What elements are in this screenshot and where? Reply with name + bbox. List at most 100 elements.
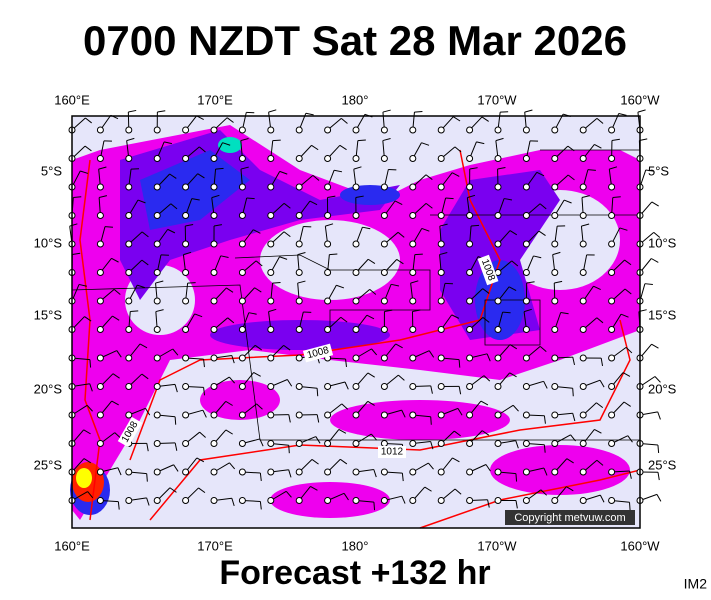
barb-feather — [410, 280, 419, 284]
barb-feather — [345, 358, 347, 368]
barb-feather — [367, 400, 375, 406]
barb-feather — [169, 173, 177, 179]
barb-feather — [382, 138, 391, 142]
barb-feather — [567, 145, 575, 152]
barb-feather — [497, 166, 506, 170]
station-dot — [494, 155, 502, 162]
barb-feather — [512, 404, 519, 412]
lat-label: 20°S — [34, 381, 63, 396]
station-dot — [210, 354, 218, 362]
lon-label: 160°E — [54, 538, 90, 553]
station-dot — [295, 183, 303, 191]
station-dot — [267, 326, 275, 333]
station-dot — [267, 155, 275, 162]
station-dot — [551, 440, 559, 447]
barb-feather — [157, 110, 166, 113]
station-dot — [608, 269, 616, 276]
barb-feather — [78, 283, 87, 287]
lon-label: 180° — [342, 538, 369, 553]
station-dot — [182, 155, 190, 162]
barb-feather — [430, 441, 434, 450]
lat-label: 25°S — [34, 457, 63, 472]
rain-core — [340, 185, 400, 205]
station-dot — [182, 212, 190, 219]
barb-feather — [367, 372, 375, 378]
station-dot — [437, 269, 445, 276]
rain-area — [200, 380, 280, 420]
station-dot — [352, 411, 360, 419]
station-dot — [324, 155, 332, 162]
station-dot — [551, 411, 559, 419]
station-dot — [409, 440, 417, 447]
barb-feather — [253, 229, 261, 234]
plot-area: 1008 1008 1008 1012 Copyright metvuw.com — [68, 109, 662, 529]
barb-feather — [651, 201, 659, 207]
station-dot — [466, 269, 474, 276]
barb-feather — [451, 314, 460, 319]
barb-feather — [167, 228, 176, 234]
station-dot — [466, 354, 474, 362]
barb-feather — [248, 312, 257, 315]
barb-feather — [428, 462, 434, 470]
barb-feather — [240, 166, 249, 170]
barb-feather — [412, 309, 421, 312]
barb-feather — [128, 109, 137, 113]
barb-feather — [113, 288, 121, 295]
barb-feather — [225, 400, 233, 406]
station-dot — [238, 383, 246, 390]
station-dot — [494, 326, 502, 333]
barb-feather — [476, 141, 485, 145]
barb-feather — [480, 400, 489, 406]
station-dot — [409, 383, 417, 390]
station-dot — [551, 383, 559, 390]
lat-label: 5°S — [648, 163, 669, 178]
barb-feather — [305, 112, 314, 116]
barb-feather — [581, 223, 590, 227]
barb-feather — [382, 109, 391, 113]
barb-feather — [629, 502, 631, 511]
station-dot — [96, 326, 104, 333]
station-dot — [437, 354, 445, 362]
station-dot — [579, 183, 587, 191]
station-dot — [466, 468, 474, 476]
station-dot — [522, 440, 530, 447]
station-dot — [466, 240, 474, 248]
barb-feather — [202, 409, 207, 418]
station-dot — [153, 155, 161, 162]
barb-feather — [316, 414, 320, 423]
station-dot — [267, 411, 275, 419]
barb-feather — [502, 311, 511, 314]
barb-feather — [203, 387, 206, 396]
barb-feather — [367, 258, 376, 265]
isobar — [79, 159, 101, 521]
station-dot — [352, 269, 360, 276]
dry-area — [340, 115, 460, 165]
station-dot — [466, 212, 474, 219]
title: 0700 NZDT Sat 28 Mar 2026 — [83, 17, 627, 64]
station-dot — [409, 497, 417, 504]
barb-feather — [256, 403, 263, 410]
station-dot — [437, 411, 445, 419]
barb-feather — [288, 469, 292, 478]
station-dot — [608, 126, 616, 134]
barb-feather — [211, 194, 220, 199]
barb-feather — [83, 429, 91, 435]
station-dot — [267, 297, 275, 305]
barb-feather — [566, 486, 574, 492]
barb-feather — [325, 223, 334, 227]
barb-feather — [629, 470, 632, 479]
station-dot — [96, 440, 104, 447]
station-dot — [579, 269, 587, 276]
barb-feather — [172, 348, 179, 356]
station-dot — [352, 354, 360, 362]
lat-label: 15°S — [34, 307, 63, 322]
station-dot — [125, 354, 133, 362]
barb-feather — [482, 317, 490, 323]
barb-feather — [644, 283, 653, 286]
barb-feather — [340, 316, 348, 323]
station-dot — [153, 212, 161, 219]
station-dot — [324, 326, 332, 333]
barb-feather — [599, 379, 605, 388]
barb-feather — [627, 435, 633, 443]
barb-feather — [355, 195, 364, 198]
